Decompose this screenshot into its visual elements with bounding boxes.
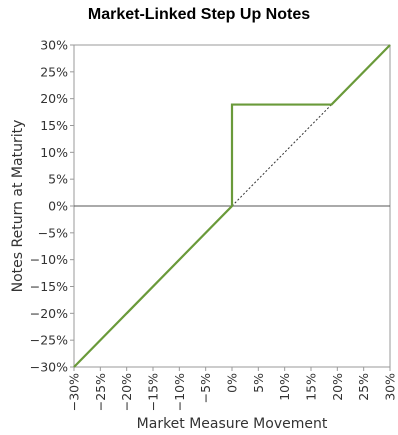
x-tick-label: −25% <box>93 373 108 411</box>
x-tick-label: 20% <box>330 373 345 401</box>
y-tick-label: −15% <box>30 279 68 294</box>
y-tick-label: 25% <box>40 64 68 79</box>
reference-diagonal-line <box>231 104 332 207</box>
y-tick-label: −30% <box>30 360 68 375</box>
y-tick-label: 20% <box>40 91 68 106</box>
y-tick-label: −5% <box>38 225 68 240</box>
x-tick-label: −15% <box>146 373 161 411</box>
x-tick-label: 0% <box>225 373 240 393</box>
x-axis-title: Market Measure Movement <box>137 416 328 432</box>
x-tick-label: −5% <box>198 373 213 403</box>
x-tick-label: 5% <box>251 373 266 393</box>
x-tick-label: 10% <box>277 373 292 401</box>
y-tick-label: −20% <box>30 306 68 321</box>
x-tick-label: −20% <box>119 373 134 411</box>
y-axis-ticks: 30% 25% 20% 15% 10% 5% 0% −5% −10% −15% −20% −25% −3… <box>30 38 74 375</box>
y-tick-label: 30% <box>40 38 68 53</box>
x-axis-ticks: −30% −25% −20% −15% −10% −5% 0% 5% 10% 15% 20% 25% 3… <box>67 367 398 411</box>
notes-return-line <box>73 44 391 368</box>
y-tick-label: 15% <box>40 118 68 133</box>
y-tick-label: 10% <box>40 145 68 160</box>
x-tick-label: 15% <box>304 373 319 401</box>
x-tick-label: 30% <box>383 373 398 401</box>
y-tick-label: 0% <box>48 199 68 214</box>
series-group <box>73 44 391 368</box>
chart-title: Market-Linked Step Up Notes <box>87 6 311 23</box>
y-tick-label: 5% <box>48 172 68 187</box>
y-tick-label: −25% <box>30 333 68 348</box>
x-tick-label: −10% <box>172 373 187 411</box>
x-tick-label: 25% <box>356 373 371 401</box>
y-axis-title: Notes Return at Maturity <box>10 120 26 293</box>
x-tick-label: −30% <box>67 373 82 411</box>
y-tick-label: −10% <box>30 252 68 267</box>
